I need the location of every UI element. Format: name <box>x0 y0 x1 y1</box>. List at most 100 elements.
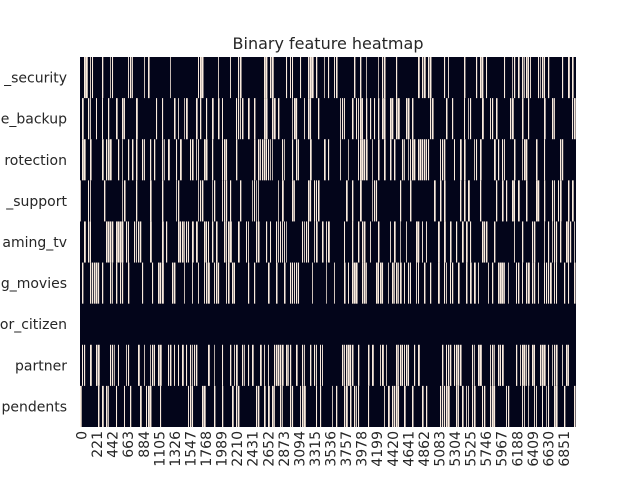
heatmap-cell <box>206 139 208 181</box>
heatmap-cell <box>116 221 118 263</box>
heatmap-cell <box>90 180 91 222</box>
heatmap-cell <box>554 385 556 427</box>
heatmap-cell <box>304 98 305 140</box>
heatmap-cell <box>400 344 402 386</box>
heatmap-cell <box>438 262 440 304</box>
heatmap-cell <box>256 385 258 427</box>
heatmap-cell <box>544 262 546 304</box>
heatmap-cell <box>84 57 86 99</box>
heatmap-cell <box>110 344 112 386</box>
heatmap-cell <box>480 180 482 222</box>
heatmap-cell <box>90 262 92 304</box>
heatmap-cell <box>526 344 527 386</box>
heatmap-cell <box>362 139 364 181</box>
x-tick-label: 884 <box>137 431 153 458</box>
heatmap-cell <box>544 57 546 99</box>
heatmap-cell <box>418 221 420 263</box>
heatmap-cell <box>202 180 204 222</box>
heatmap-cell <box>500 262 502 304</box>
heatmap-cells <box>80 57 576 427</box>
heatmap-cell <box>192 139 194 181</box>
heatmap-cell <box>516 262 517 304</box>
heatmap-cell <box>500 344 501 386</box>
heatmap-cell <box>312 57 314 99</box>
x-tick-label: 3978 <box>355 431 371 467</box>
heatmap-cell <box>340 98 341 140</box>
heatmap-cell <box>162 98 164 140</box>
heatmap-cell <box>276 221 278 263</box>
heatmap-cell <box>172 262 174 304</box>
heatmap-cell <box>448 57 449 99</box>
heatmap-cell <box>162 180 164 222</box>
heatmap-cell <box>444 385 446 427</box>
heatmap-cell <box>534 262 536 304</box>
heatmap-cell <box>222 385 224 427</box>
heatmap-cell <box>106 221 108 263</box>
heatmap-cell <box>382 57 384 99</box>
heatmap-cell <box>406 221 407 263</box>
heatmap-cell <box>264 57 266 99</box>
heatmap-cell <box>532 221 534 263</box>
heatmap-cell <box>336 385 338 427</box>
heatmap-cell <box>82 98 84 140</box>
heatmap-row <box>82 262 576 304</box>
heatmap-cell <box>544 139 546 181</box>
heatmap-cell <box>248 262 250 304</box>
heatmap-cell <box>222 98 223 140</box>
heatmap-cell <box>324 139 326 181</box>
heatmap-cell <box>556 221 558 263</box>
heatmap-cell <box>224 221 226 263</box>
heatmap-cell <box>188 221 190 263</box>
x-tick-label: 663 <box>121 431 137 458</box>
heatmap-cell <box>546 385 547 427</box>
heatmap-row <box>80 180 574 222</box>
heatmap-cell <box>284 221 285 263</box>
heatmap-cell <box>498 344 500 386</box>
heatmap-cell <box>270 139 271 181</box>
heatmap-cell <box>444 180 446 222</box>
heatmap-cell <box>386 344 387 386</box>
heatmap-cell <box>128 221 129 263</box>
heatmap-cell <box>348 139 349 181</box>
x-tick-label: 1105 <box>152 431 168 467</box>
heatmap-cell <box>162 221 164 263</box>
heatmap-cell <box>528 344 530 386</box>
heatmap-cell <box>258 221 260 263</box>
heatmap-cell <box>128 262 130 304</box>
y-tick-label: partner <box>15 358 67 374</box>
heatmap-cell <box>468 98 469 140</box>
heatmap-cell <box>368 344 370 386</box>
heatmap-cell <box>358 344 360 386</box>
heatmap-cell <box>482 57 484 99</box>
heatmap-cell <box>226 221 227 263</box>
heatmap-cell <box>116 262 118 304</box>
heatmap-cell <box>468 180 470 222</box>
heatmap-cell <box>240 57 242 99</box>
heatmap-cell <box>400 180 402 222</box>
heatmap-cell <box>458 262 460 304</box>
heatmap-cell <box>224 180 226 222</box>
heatmap-cell <box>272 139 273 181</box>
heatmap-cell <box>208 262 210 304</box>
heatmap-cell <box>136 98 138 140</box>
heatmap-cell <box>538 57 540 99</box>
heatmap-cell <box>574 221 575 263</box>
x-tick-label: 5746 <box>479 431 495 467</box>
heatmap-cell <box>466 385 467 427</box>
heatmap-cell <box>160 262 162 304</box>
heatmap-cell <box>550 262 552 304</box>
heatmap-cell <box>532 344 534 386</box>
heatmap-cell <box>214 344 215 386</box>
heatmap-cell <box>416 262 417 304</box>
heatmap-row <box>84 221 575 263</box>
heatmap-cell <box>268 139 270 181</box>
heatmap-cell <box>452 262 454 304</box>
heatmap-cell <box>388 262 389 304</box>
heatmap-cell <box>344 262 346 304</box>
heatmap-cell <box>464 57 466 99</box>
heatmap-cell <box>462 385 464 427</box>
heatmap-cell <box>102 98 104 140</box>
heatmap-cell <box>332 385 333 427</box>
heatmap-cell <box>124 98 125 140</box>
heatmap-cell <box>96 98 97 140</box>
